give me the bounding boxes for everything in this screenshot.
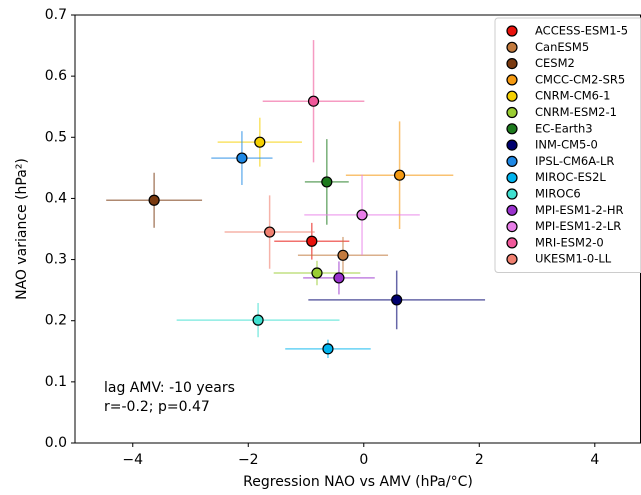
y-tick-label: 0.5	[45, 129, 67, 145]
legend-marker	[506, 123, 518, 135]
legend-box	[494, 17, 641, 273]
x-tick-label: −4	[122, 452, 143, 468]
legend-marker	[506, 253, 518, 265]
legend-marker	[506, 237, 518, 249]
point	[337, 249, 349, 261]
legend-label: CNRM-CM6-1	[535, 89, 610, 103]
legend-marker	[506, 188, 518, 200]
point	[311, 267, 323, 279]
y-tick-label: 0.2	[45, 313, 67, 329]
legend-marker	[506, 139, 518, 151]
y-tick-label: 0.0	[45, 435, 67, 451]
annotation: r=-0.2; p=0.47	[104, 399, 210, 415]
point	[254, 136, 266, 148]
legend-marker	[506, 25, 518, 37]
legend-label: UKESM1-0-LL	[535, 252, 612, 266]
x-tick-label: 0	[359, 452, 368, 468]
point	[322, 343, 334, 355]
point	[333, 272, 345, 284]
x-axis-label: Regression NAO vs AMV (hPa/°C)	[243, 474, 473, 490]
legend-label: INM-CM5-0	[535, 138, 598, 152]
point	[391, 294, 403, 306]
point	[307, 95, 320, 107]
legend-marker	[506, 204, 518, 216]
x-tick-label: −2	[238, 452, 259, 468]
legend-label: MIROC-ES2L	[535, 170, 606, 184]
legend-marker	[506, 57, 518, 70]
point	[252, 314, 264, 326]
legend-label: ACCESS-ESM1-5	[535, 24, 628, 38]
point	[236, 152, 248, 164]
y-tick-label: 0.7	[45, 7, 67, 23]
x-tick-label: 4	[590, 452, 599, 468]
legend-label: MPI-ESM1-2-LR	[535, 219, 621, 233]
legend-label: MPI-ESM1-2-HR	[535, 203, 623, 217]
legend-marker	[506, 172, 518, 184]
legend-marker	[506, 155, 518, 167]
legend-marker	[506, 41, 518, 53]
point	[356, 209, 368, 221]
y-tick-label: 0.4	[45, 190, 67, 206]
point	[393, 169, 406, 181]
point	[264, 226, 276, 238]
legend-marker	[506, 106, 518, 119]
point	[306, 235, 318, 247]
legend-label: EC-Earth3	[535, 121, 593, 135]
legend-label: IPSL-CM6A-LR	[535, 154, 614, 168]
legend-label: CMCC-CM2-SR5	[535, 72, 625, 86]
annotation: lag AMV: -10 years	[104, 380, 235, 396]
y-axis-label: NAO variance (hPa²)	[14, 158, 30, 300]
legend-label: MIROC6	[535, 187, 581, 201]
legend-marker	[506, 221, 518, 233]
legend-label: MRI-ESM2-0	[535, 235, 604, 249]
legend: ACCESS-ESM1-5 CanESM5 CESM2 CMCC-CM2-SR5 CNR…	[494, 17, 641, 273]
legend-label: CanESM5	[535, 40, 589, 54]
x-tick-label: 2	[475, 452, 484, 468]
legend-marker	[506, 90, 518, 102]
y-tick-label: 0.3	[45, 252, 67, 268]
legend-label: CESM2	[535, 56, 575, 70]
legend-label: CNRM-ESM2-1	[535, 105, 617, 119]
y-tick-label: 0.1	[45, 374, 67, 390]
point	[321, 176, 333, 188]
legend-marker	[506, 74, 518, 86]
y-tick-label: 0.6	[45, 68, 67, 84]
point	[148, 194, 160, 206]
